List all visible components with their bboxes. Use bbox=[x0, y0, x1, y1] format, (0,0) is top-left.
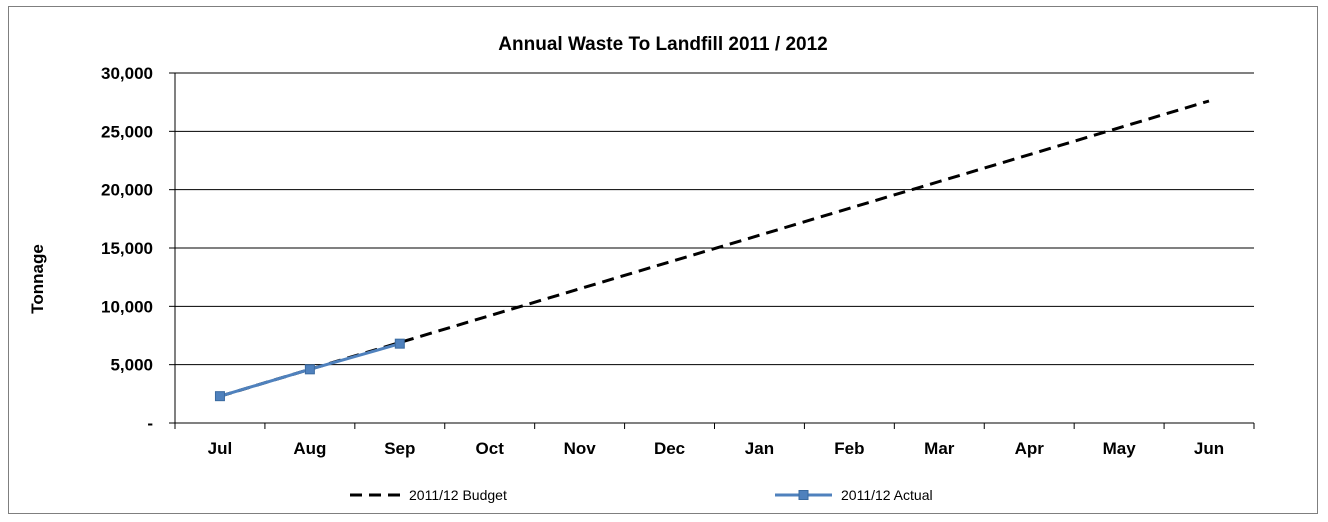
y-tick-label: 5,000 bbox=[110, 356, 153, 375]
x-tick-label: Jul bbox=[208, 439, 233, 458]
y-tick-label: 15,000 bbox=[101, 239, 153, 258]
x-tick-label: Sep bbox=[384, 439, 415, 458]
y-tick-label: 10,000 bbox=[101, 297, 153, 316]
x-tick-label: Nov bbox=[564, 439, 597, 458]
x-tick-label: Oct bbox=[476, 439, 505, 458]
y-tick-label: 25,000 bbox=[101, 122, 153, 141]
chart-title: Annual Waste To Landfill 2011 / 2012 bbox=[498, 34, 827, 55]
x-tick-label: Aug bbox=[293, 439, 326, 458]
y-axis-label: Tonnage bbox=[28, 244, 47, 314]
y-tick-label: 30,000 bbox=[101, 64, 153, 83]
chart-frame bbox=[8, 6, 1318, 514]
y-tick-label: - bbox=[147, 414, 153, 433]
data-point-actual bbox=[394, 338, 405, 349]
gridlines bbox=[175, 72, 1254, 366]
x-tick-label: Mar bbox=[924, 439, 955, 458]
legend-label: 2011/12 Actual bbox=[841, 487, 933, 503]
x-axis-ticks: Jul Aug Sep Oct Nov Dec Jan Feb Mar Apr May Jun bbox=[174, 423, 1255, 458]
x-tick-label: Jun bbox=[1194, 439, 1224, 458]
legend-marker-actual bbox=[798, 490, 809, 500]
y-axis-ticks: - 5,000 10,000 15,000 20,000 25,000 30,000 bbox=[101, 64, 175, 433]
data-point-actual bbox=[214, 391, 225, 402]
x-tick-label: Jan bbox=[745, 439, 774, 458]
x-tick-label: Apr bbox=[1015, 439, 1045, 458]
data-point-actual bbox=[304, 364, 315, 375]
x-tick-label: May bbox=[1103, 439, 1137, 458]
legend-label: 2011/12 Budget bbox=[409, 487, 507, 503]
x-tick-label: Dec bbox=[654, 439, 685, 458]
x-tick-label: Feb bbox=[834, 439, 864, 458]
legend: 2011/12 Budget 2011/12 Actual bbox=[350, 487, 933, 503]
series-group bbox=[214, 99, 1210, 402]
y-tick-label: 20,000 bbox=[101, 181, 153, 200]
